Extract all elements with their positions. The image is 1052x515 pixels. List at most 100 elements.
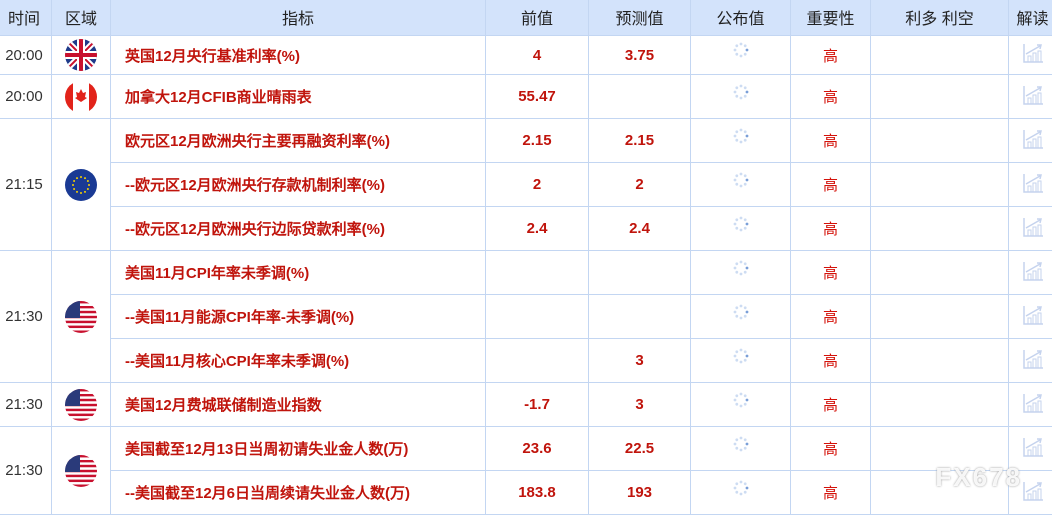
previous-value xyxy=(485,294,589,339)
loading-spinner-icon xyxy=(732,84,750,108)
us-flag-icon xyxy=(65,454,97,487)
loading-spinner-icon xyxy=(732,392,750,416)
loading-spinner-icon xyxy=(732,348,750,372)
region-cell xyxy=(51,118,111,251)
analysis-button[interactable] xyxy=(1008,206,1052,251)
importance-cell: 高 xyxy=(790,74,871,119)
actual-value xyxy=(690,338,791,383)
actual-value xyxy=(690,382,791,427)
time-cell: 21:30 xyxy=(0,382,52,427)
table-row: 21:30 美国截至12月13日当周初请失业金人数(万) 23.6 22.5 高 xyxy=(0,426,1052,515)
indicator-link[interactable]: --欧元区12月欧洲央行存款机制利率(%) xyxy=(110,162,486,207)
chart-analysis-icon xyxy=(1022,217,1044,242)
chart-analysis-icon xyxy=(1022,481,1044,506)
chart-analysis-icon xyxy=(1022,393,1044,418)
chart-analysis-icon xyxy=(1022,305,1044,330)
analysis-button[interactable] xyxy=(1008,382,1052,427)
column-header: 解读 xyxy=(1008,0,1052,36)
table-row: --欧元区12月欧洲央行存款机制利率(%) 2 2 高 xyxy=(0,162,1052,207)
actual-value xyxy=(690,206,791,251)
table-row: 21:15 欧元区12月欧洲央行主要再融资利率(%) 2.15 2.15 高 xyxy=(0,118,1052,251)
table-row: --欧元区12月欧洲央行边际贷款利率(%) 2.4 2.4 高 xyxy=(0,206,1052,251)
impact-cell xyxy=(870,74,1009,119)
actual-value xyxy=(690,250,791,295)
indicator-link[interactable]: --美国11月核心CPI年率未季调(%) xyxy=(110,338,486,383)
column-header: 前值 xyxy=(485,0,589,36)
analysis-button[interactable] xyxy=(1008,118,1052,163)
impact-cell xyxy=(870,294,1009,339)
forecast-value xyxy=(588,294,691,339)
actual-value xyxy=(690,74,791,119)
importance-cell: 高 xyxy=(790,162,871,207)
indicator-link[interactable]: 英国12月央行基准利率(%) xyxy=(110,35,486,75)
watermark-logo: FX678 xyxy=(935,462,1022,492)
indicator-link[interactable]: 欧元区12月欧洲央行主要再融资利率(%) xyxy=(110,118,486,163)
chart-analysis-icon xyxy=(1022,173,1044,198)
region-cell xyxy=(51,74,111,119)
previous-value: 4 xyxy=(485,35,589,75)
indicator-link[interactable]: --欧元区12月欧洲央行边际贷款利率(%) xyxy=(110,206,486,251)
impact-cell xyxy=(870,118,1009,163)
previous-value: 2.15 xyxy=(485,118,589,163)
importance-cell: 高 xyxy=(790,250,871,295)
region-cell xyxy=(51,250,111,383)
analysis-button[interactable] xyxy=(1008,162,1052,207)
analysis-button[interactable] xyxy=(1008,426,1052,471)
column-header: 预测值 xyxy=(588,0,691,36)
analysis-button[interactable] xyxy=(1008,35,1052,75)
indicator-link[interactable]: --美国11月能源CPI年率-未季调(%) xyxy=(110,294,486,339)
loading-spinner-icon xyxy=(732,304,750,328)
loading-spinner-icon xyxy=(732,128,750,152)
table-row: 21:30 美国12月费城联储制造业指数 -1.7 3 高 xyxy=(0,382,1052,427)
chart-analysis-icon xyxy=(1022,129,1044,154)
impact-cell xyxy=(870,250,1009,295)
analysis-button[interactable] xyxy=(1008,74,1052,119)
actual-value xyxy=(690,118,791,163)
chart-analysis-icon xyxy=(1022,44,1044,68)
canada-flag-icon xyxy=(65,80,97,113)
chart-analysis-icon xyxy=(1022,85,1044,110)
loading-spinner-icon xyxy=(732,480,750,504)
indicator-link[interactable]: 美国12月费城联储制造业指数 xyxy=(110,382,486,427)
forecast-value: 22.5 xyxy=(588,426,691,471)
analysis-button[interactable] xyxy=(1008,294,1052,339)
forecast-value xyxy=(588,74,691,119)
analysis-button[interactable] xyxy=(1008,470,1052,515)
importance-cell: 高 xyxy=(790,382,871,427)
indicator-link[interactable]: 美国截至12月13日当周初请失业金人数(万) xyxy=(110,426,486,471)
column-header: 重要性 xyxy=(790,0,871,36)
previous-value xyxy=(485,250,589,295)
forecast-value: 2.4 xyxy=(588,206,691,251)
time-cell: 21:15 xyxy=(0,118,52,251)
importance-cell: 高 xyxy=(790,470,871,515)
indicator-link[interactable]: 加拿大12月CFIB商业晴雨表 xyxy=(110,74,486,119)
previous-value xyxy=(485,338,589,383)
analysis-button[interactable] xyxy=(1008,250,1052,295)
column-header: 区域 xyxy=(51,0,111,36)
analysis-button[interactable] xyxy=(1008,338,1052,383)
chart-analysis-icon xyxy=(1022,437,1044,462)
uk-flag-icon xyxy=(65,39,97,71)
importance-cell: 高 xyxy=(790,338,871,383)
column-header: 指标 xyxy=(110,0,486,36)
table-row: 20:00 加拿大12月CFIB商业晴雨表 55.47 高 xyxy=(0,74,1052,119)
eu-flag-icon xyxy=(65,168,97,201)
us-flag-icon xyxy=(65,388,97,421)
impact-cell xyxy=(870,426,1009,471)
previous-value: -1.7 xyxy=(485,382,589,427)
loading-spinner-icon xyxy=(732,42,750,66)
indicator-link[interactable]: 美国11月CPI年率未季调(%) xyxy=(110,250,486,295)
region-cell xyxy=(51,382,111,427)
actual-value xyxy=(690,426,791,471)
impact-cell xyxy=(870,382,1009,427)
impact-cell xyxy=(870,206,1009,251)
actual-value xyxy=(690,294,791,339)
table-header: 时间 区域 指标 前值 预测值 公布值 重要性 利多 利空 解读 xyxy=(0,0,1052,36)
indicator-link[interactable]: --美国截至12月6日当周续请失业金人数(万) xyxy=(110,470,486,515)
previous-value: 55.47 xyxy=(485,74,589,119)
loading-spinner-icon xyxy=(732,260,750,284)
importance-cell: 高 xyxy=(790,206,871,251)
chart-analysis-icon xyxy=(1022,261,1044,286)
impact-cell xyxy=(870,35,1009,75)
forecast-value: 2.15 xyxy=(588,118,691,163)
